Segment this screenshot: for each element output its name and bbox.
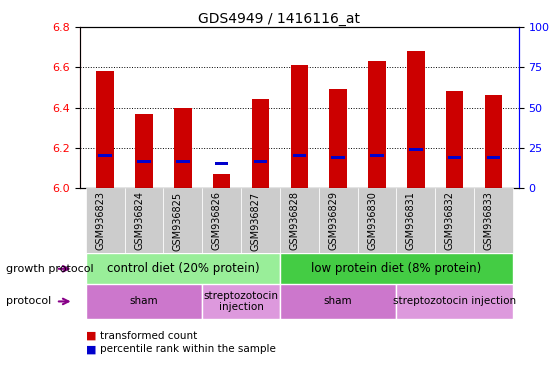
Text: streptozotocin injection: streptozotocin injection bbox=[393, 296, 517, 306]
Bar bbox=[370, 154, 384, 157]
Text: GSM936827: GSM936827 bbox=[250, 192, 260, 250]
Text: percentile rank within the sample: percentile rank within the sample bbox=[100, 344, 276, 354]
Bar bbox=[291, 65, 308, 188]
Bar bbox=[202, 284, 280, 319]
Text: GSM936832: GSM936832 bbox=[444, 192, 454, 250]
Bar bbox=[97, 71, 114, 188]
Text: ■: ■ bbox=[86, 344, 96, 354]
Bar bbox=[137, 161, 151, 164]
Bar bbox=[254, 161, 267, 164]
Bar bbox=[319, 188, 358, 253]
Bar bbox=[474, 188, 513, 253]
Text: GSM936833: GSM936833 bbox=[484, 192, 494, 250]
Text: control diet (20% protein): control diet (20% protein) bbox=[107, 262, 259, 275]
Bar bbox=[86, 253, 280, 284]
Bar bbox=[329, 89, 347, 188]
Text: GSM936831: GSM936831 bbox=[406, 192, 416, 250]
Bar bbox=[98, 154, 112, 157]
Bar bbox=[368, 61, 386, 188]
Bar bbox=[485, 95, 502, 188]
Bar bbox=[163, 188, 202, 253]
Bar bbox=[292, 154, 306, 157]
Text: growth protocol: growth protocol bbox=[6, 264, 93, 274]
Text: GSM936824: GSM936824 bbox=[134, 192, 144, 250]
Bar bbox=[252, 99, 269, 188]
Bar bbox=[213, 174, 230, 188]
Bar bbox=[86, 188, 125, 253]
Text: transformed count: transformed count bbox=[100, 331, 197, 341]
Text: GSM936830: GSM936830 bbox=[367, 192, 377, 250]
Text: GSM936829: GSM936829 bbox=[328, 192, 338, 250]
Bar bbox=[280, 188, 319, 253]
Text: streptozotocin
injection: streptozotocin injection bbox=[203, 291, 278, 312]
Text: protocol: protocol bbox=[6, 296, 51, 306]
Text: GSM936825: GSM936825 bbox=[173, 192, 183, 250]
Text: GSM936823: GSM936823 bbox=[95, 192, 105, 250]
Text: low protein diet (8% protein): low protein diet (8% protein) bbox=[311, 262, 481, 275]
Bar bbox=[407, 51, 425, 188]
Text: sham: sham bbox=[130, 296, 158, 306]
Bar bbox=[86, 284, 202, 319]
Bar bbox=[396, 188, 435, 253]
Text: ■: ■ bbox=[86, 331, 96, 341]
Bar bbox=[280, 253, 513, 284]
Text: GSM936826: GSM936826 bbox=[212, 192, 222, 250]
Bar bbox=[202, 188, 241, 253]
Bar bbox=[241, 188, 280, 253]
Bar bbox=[331, 156, 345, 159]
Bar bbox=[125, 188, 163, 253]
Text: GDS4949 / 1416116_at: GDS4949 / 1416116_at bbox=[198, 12, 361, 25]
Bar bbox=[396, 284, 513, 319]
Bar bbox=[409, 148, 423, 151]
Text: sham: sham bbox=[324, 296, 353, 306]
Bar bbox=[215, 162, 229, 166]
Bar bbox=[487, 156, 500, 159]
Bar bbox=[176, 161, 190, 164]
Bar bbox=[448, 156, 462, 159]
Bar bbox=[358, 188, 396, 253]
Bar bbox=[446, 91, 463, 188]
Bar bbox=[135, 114, 153, 188]
Bar bbox=[174, 108, 192, 188]
Bar bbox=[280, 284, 396, 319]
Bar bbox=[435, 188, 474, 253]
Text: GSM936828: GSM936828 bbox=[290, 192, 300, 250]
